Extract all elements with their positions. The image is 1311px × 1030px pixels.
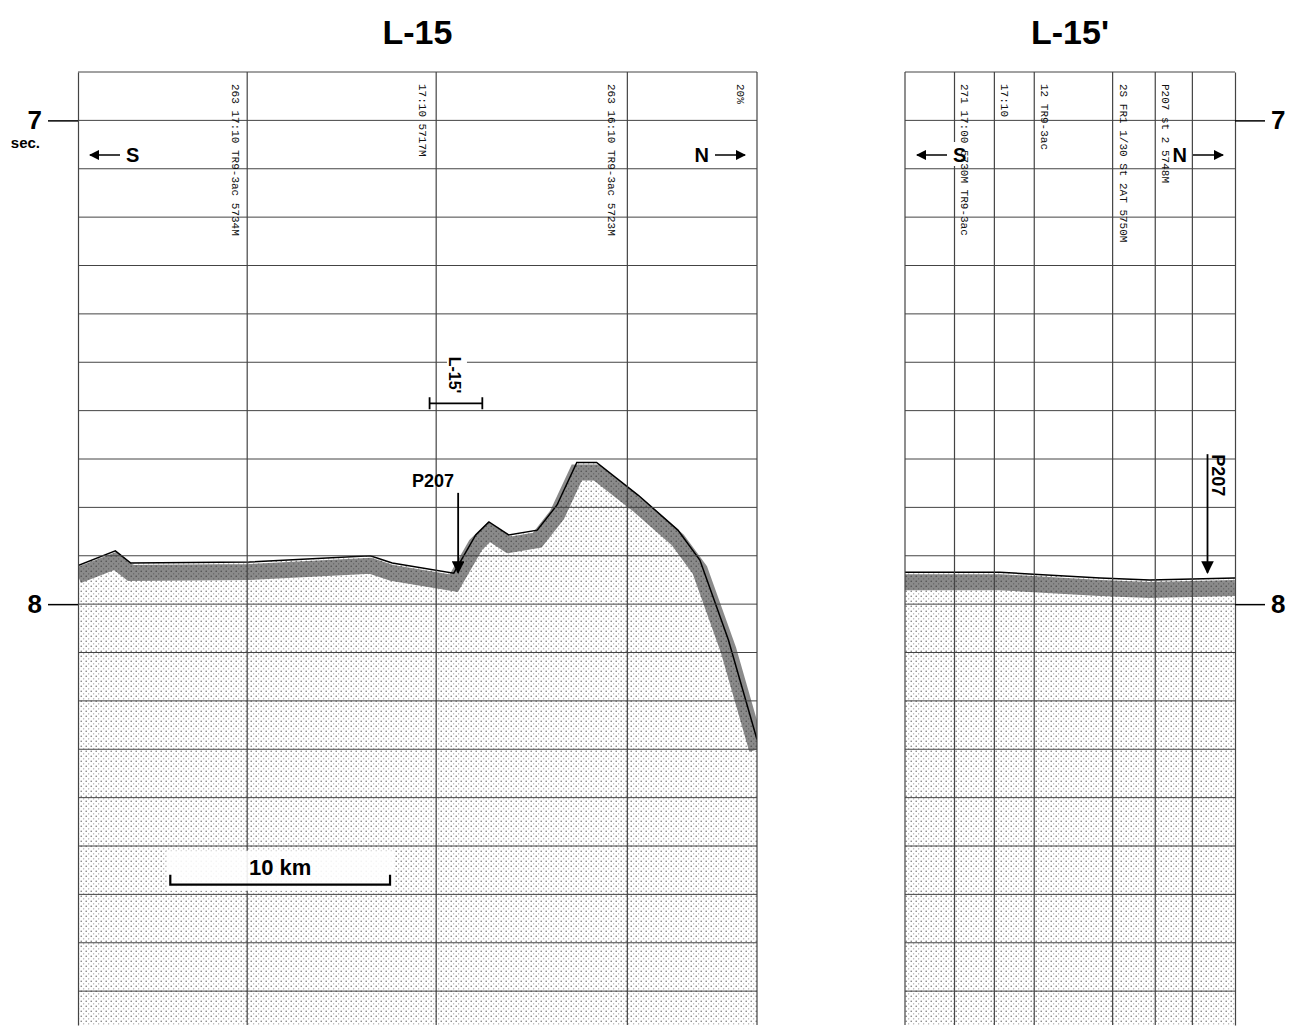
grid-line xyxy=(78,265,757,266)
grid-line xyxy=(78,410,757,411)
label-ground xyxy=(691,142,711,166)
grid-line xyxy=(78,700,757,701)
axis-line xyxy=(1235,73,1236,1026)
direction-arrow xyxy=(90,154,120,156)
axis-line xyxy=(78,73,79,1026)
annotation: 263 17:10 TR9-3ac 5734M xyxy=(229,84,241,236)
tick-label: 8 xyxy=(1271,589,1285,619)
grid-line xyxy=(78,749,757,750)
grid-line xyxy=(78,72,757,73)
annotation: P207 st 2 5748M xyxy=(1159,84,1171,183)
grid-line xyxy=(436,72,437,1025)
frame-line xyxy=(756,72,757,1025)
y-axis: 78 xyxy=(28,73,79,1026)
sediment-band xyxy=(78,472,757,749)
tick-mark xyxy=(48,604,78,606)
grid xyxy=(905,72,1235,1025)
annotation: 17:10 5717M xyxy=(416,84,428,157)
grid-line xyxy=(78,942,757,943)
grid-line xyxy=(78,168,757,169)
grid-line xyxy=(78,459,757,460)
axis-title: sec. xyxy=(11,134,40,151)
marker-arrow xyxy=(457,493,459,573)
grid-line xyxy=(78,797,757,798)
direction-arrow xyxy=(917,154,947,156)
grid-line xyxy=(78,362,757,363)
extent-bracket xyxy=(430,397,483,409)
tick-mark xyxy=(1235,120,1265,122)
tick-label: 7 xyxy=(28,105,42,135)
annotation: 12 TR9-3ac xyxy=(1038,84,1050,150)
grid-line xyxy=(78,507,757,508)
tick: 8 xyxy=(28,589,78,619)
tick-label: 8 xyxy=(28,589,42,619)
seafloor-line xyxy=(78,462,757,739)
tick-mark xyxy=(1235,604,1265,606)
panel: 78sec.L-15SN263 17:10 TR9-3ac 5734M17:10… xyxy=(11,13,757,1026)
direction-label: N xyxy=(695,144,709,166)
grid-line xyxy=(1112,72,1113,1025)
annotation: 20% xyxy=(734,84,746,104)
grid xyxy=(78,72,757,1025)
y-axis: 78 xyxy=(1235,73,1285,1026)
annotation: 263 16:10 TR9-3ac 5723M xyxy=(605,84,617,236)
grid-line xyxy=(627,72,628,1025)
grid-line xyxy=(1034,72,1035,1025)
grid-line xyxy=(1155,72,1156,1025)
annotation: 2S FR1 1/30 St 2AT 5750M xyxy=(1117,84,1129,242)
panel: 78L-15'SN271 17:00 5730M TR9-3ac17:1012 … xyxy=(905,13,1285,1026)
label-ground xyxy=(166,851,394,891)
label-ground xyxy=(447,335,467,395)
scale-bar-label: 10 km xyxy=(249,855,311,880)
tick: 7 xyxy=(28,105,78,135)
frame-line xyxy=(904,72,905,1025)
grid-line xyxy=(78,991,757,992)
grid-line xyxy=(994,72,995,1025)
tick: 8 xyxy=(1235,589,1285,619)
panel-title: L-15' xyxy=(1031,13,1109,51)
direction-arrow xyxy=(1193,154,1223,156)
marker-label: P207 xyxy=(412,471,454,491)
grid-line xyxy=(78,894,757,895)
grid-line xyxy=(1192,72,1193,1025)
grid-line xyxy=(78,313,757,314)
panel-title: L-15 xyxy=(383,13,453,51)
sub-bottom-reflections xyxy=(78,462,757,1025)
extent-label: L-15' xyxy=(446,357,463,394)
grid-line xyxy=(78,846,757,847)
figure: 78sec.L-15SN263 17:10 TR9-3ac 5734M17:10… xyxy=(0,0,1311,1030)
tick-label: 7 xyxy=(1271,105,1285,135)
direction-label: N xyxy=(1173,144,1187,166)
annotation: 271 17:00 5730M TR9-3ac xyxy=(958,84,970,236)
tick-mark xyxy=(48,120,78,122)
grid-line xyxy=(78,217,757,218)
grid-line xyxy=(78,652,757,653)
grid-line xyxy=(954,72,955,1025)
plot-area xyxy=(78,462,757,1025)
marker-label: P207 xyxy=(1208,454,1228,496)
tick: 7 xyxy=(1235,105,1285,135)
grid-line xyxy=(78,555,757,556)
annotation: 17:10 xyxy=(998,84,1010,117)
direction-arrow xyxy=(715,154,745,156)
label-ground xyxy=(124,142,142,166)
grid-line xyxy=(78,604,757,605)
direction-label: S xyxy=(126,144,139,166)
